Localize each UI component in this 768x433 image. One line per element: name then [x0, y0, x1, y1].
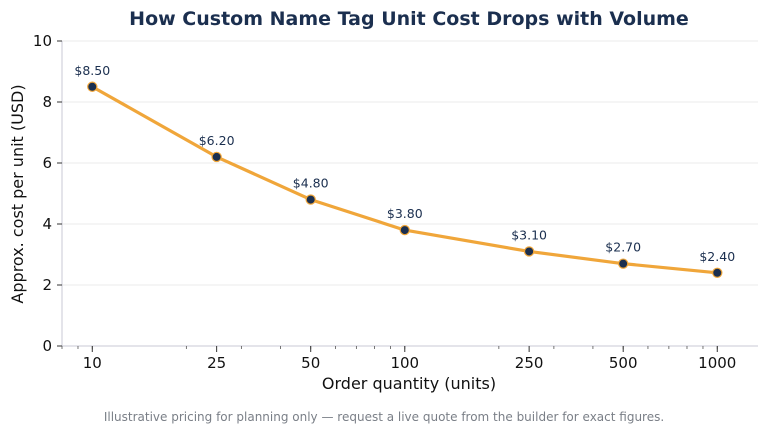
data-point [712, 267, 723, 278]
series-line-group [87, 81, 723, 278]
x-tick-label: 500 [609, 354, 638, 372]
x-tick-label: 25 [207, 354, 226, 372]
data-label: $2.70 [605, 240, 641, 255]
data-label: $8.50 [74, 63, 110, 78]
data-point [523, 246, 535, 257]
x-tick-label: 1000 [698, 354, 736, 372]
grid-lines [62, 40, 758, 347]
x-tick-label: 10 [83, 354, 102, 372]
data-label: $6.20 [199, 133, 235, 148]
y-tick-label: 2 [42, 276, 52, 294]
data-point [399, 224, 410, 236]
y-tick-label: 4 [42, 215, 52, 233]
y-tick-label: 10 [33, 32, 52, 50]
data-point [211, 151, 222, 163]
y-axis-label: Approx. cost per unit (USD) [8, 84, 27, 303]
data-label: $2.40 [699, 249, 735, 264]
x-tick-label: 100 [390, 354, 419, 372]
data-point [618, 258, 629, 269]
data-point [305, 194, 316, 205]
data-point [87, 81, 98, 92]
x-tick-label: 50 [301, 354, 320, 372]
x-axis-ticks: 10 25 50 100 250 500 1000 [61, 346, 736, 372]
data-label: $4.80 [293, 176, 329, 191]
data-labels: $8.50 $6.20 $4.80 $3.80 $3.10 $2.70 $2.40 [74, 63, 735, 264]
data-label: $3.10 [511, 227, 547, 242]
y-axis-ticks: 0 2 4 6 8 10 [33, 32, 62, 355]
chart-title: How Custom Name Tag Unit Cost Drops with… [129, 8, 689, 30]
y-tick-label: 6 [42, 154, 52, 172]
data-label: $3.80 [387, 206, 423, 221]
y-tick-label: 0 [42, 337, 52, 355]
x-tick-label: 250 [515, 354, 544, 372]
y-tick-label: 8 [42, 93, 52, 111]
axes [61, 41, 758, 347]
footnote: Illustrative pricing for planning only —… [104, 410, 664, 424]
x-axis-label: Order quantity (units) [322, 374, 496, 393]
